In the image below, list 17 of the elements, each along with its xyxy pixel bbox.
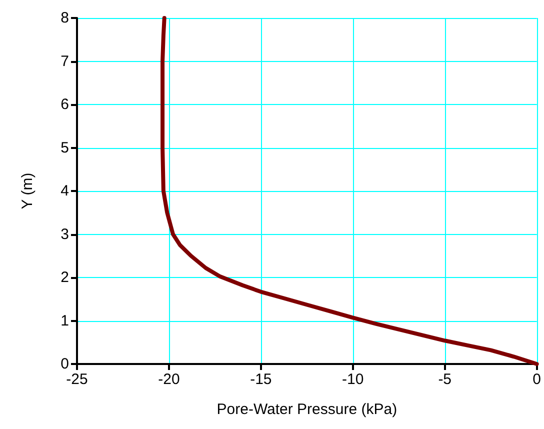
x-tick-label: -20 [158,371,180,388]
y-tick-label: 1 [60,312,69,330]
x-tick-label: -15 [250,371,272,388]
y-tick-label: 8 [60,10,69,26]
y-tick-label: 0 [60,356,69,372]
y-tick-label: 7 [60,52,69,70]
x-tick-label: -25 [66,371,88,388]
y-tick-label: 6 [60,96,69,113]
y-tick-label: 4 [60,182,69,200]
x-tick-label: 0 [532,371,541,388]
y-tick-label: 5 [60,139,69,156]
y-tick-label: 2 [60,269,69,286]
x-tick-label: -10 [342,371,364,388]
x-tick-label: -5 [438,371,452,388]
y-axis-title: Y (m) [19,172,36,210]
y-tick-label: 3 [60,226,69,243]
x-axis-title: Pore-Water Pressure (kPa) [216,401,398,418]
